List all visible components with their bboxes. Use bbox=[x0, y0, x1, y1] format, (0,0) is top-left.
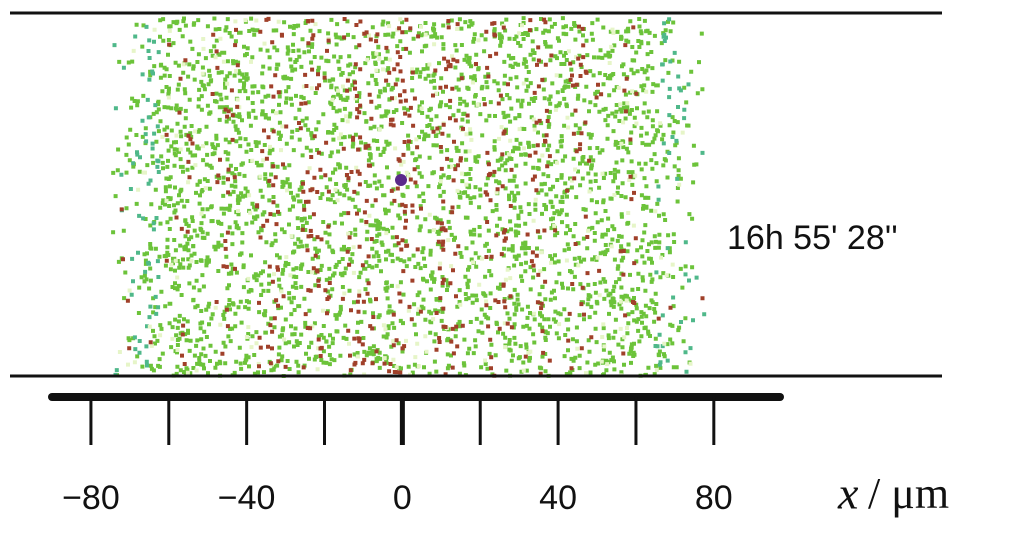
tick-label: 80 bbox=[695, 479, 733, 517]
tick-label: −80 bbox=[62, 479, 120, 517]
tick-label: 0 bbox=[393, 479, 412, 517]
tick-label: 40 bbox=[539, 479, 577, 517]
dot-cluster bbox=[111, 16, 705, 378]
detection-pattern bbox=[111, 16, 707, 378]
center-spot bbox=[395, 174, 407, 186]
axis-symbol: x bbox=[837, 468, 859, 519]
timestamp: 16h 55' 28'' bbox=[727, 219, 898, 257]
axis-unit: / μm bbox=[868, 469, 949, 518]
tick-label: −40 bbox=[218, 479, 276, 517]
